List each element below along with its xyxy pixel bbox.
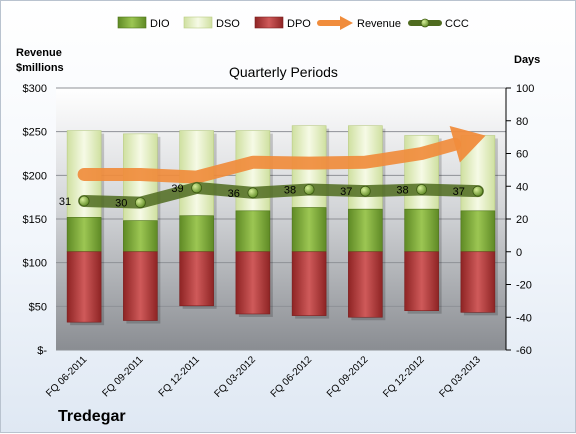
ccc-point: [134, 197, 146, 209]
category-label: FQ 09-2011: [101, 354, 146, 399]
bar-dpo: [179, 251, 214, 307]
category-label: FQ 09-2012: [325, 354, 371, 400]
bar-dpo: [123, 251, 158, 321]
ccc-data-label: 39: [171, 183, 183, 195]
bar-dio: [348, 208, 383, 253]
bar-dio: [404, 208, 439, 253]
left-tick-label: $100: [23, 258, 47, 270]
right-tick-label: -20: [516, 280, 532, 292]
ccc-line: [78, 181, 484, 209]
right-tick-label: 0: [516, 247, 522, 259]
ccc-point: [416, 184, 428, 195]
category-label: FQ 12-2012: [381, 354, 427, 400]
legend-swatch-dso: [183, 16, 213, 29]
right-tick-label: 100: [516, 83, 534, 95]
ccc-data-label: 37: [340, 186, 352, 198]
left-tick-label: $150: [23, 214, 47, 226]
right-axis-title: Days: [514, 54, 540, 66]
legend-label-dso: DSO: [216, 18, 240, 30]
right-tick-label: -60: [516, 345, 532, 357]
right-tick-label: -40: [516, 312, 532, 324]
ccc-data-label: 36: [228, 188, 240, 200]
left-tick-label: $200: [23, 170, 47, 182]
ccc-point: [303, 184, 315, 195]
legend-swatch-dpo: [254, 16, 284, 29]
ccc-data-label: 37: [453, 186, 465, 198]
legend-marker-ccc: [420, 18, 430, 28]
left-axis-title-line2: $millions: [16, 62, 64, 74]
ccc-data-label: 38: [396, 185, 408, 197]
right-tick-label: 80: [516, 116, 528, 128]
left-tick-label: $50: [29, 301, 47, 313]
bar-dpo: [460, 251, 496, 313]
right-tick-label: 40: [516, 181, 528, 193]
bar-dio: [123, 220, 158, 253]
ccc-data-label: 31: [59, 196, 71, 208]
legend-arrowhead-revenue: [340, 16, 353, 30]
ccc-point: [78, 195, 90, 207]
left-axis-title-line1: Revenue: [16, 47, 62, 59]
chart-title: Quarterly Periods: [229, 64, 338, 80]
category-label: FQ 06-2011: [44, 354, 89, 399]
ccc-data-label: 30: [115, 198, 127, 210]
right-tick-label: 20: [516, 214, 528, 226]
ccc-data-label: 38: [284, 185, 296, 197]
category-label: FQ 12-2011: [157, 354, 202, 399]
bar-dio: [460, 210, 496, 253]
category-label: FQ 06-2012: [269, 354, 315, 400]
bar-dio: [66, 217, 102, 253]
bar-dio: [235, 210, 271, 253]
revenue-arrowhead: [449, 125, 486, 163]
category-label: FQ 03-2013: [437, 354, 483, 400]
bar-dpo: [235, 251, 271, 315]
company-name: Tredegar: [58, 408, 126, 425]
ccc-point: [191, 182, 203, 194]
legend-label-ccc: CCC: [445, 18, 469, 30]
bar-dio: [179, 215, 214, 253]
legend-label-dpo: DPO: [287, 18, 311, 30]
legend-label-dio: DIO: [150, 18, 170, 30]
category-label: FQ 03-2012: [212, 354, 258, 400]
left-tick-label: $-: [37, 345, 47, 357]
ccc-point: [472, 185, 484, 197]
ccc-point: [247, 187, 259, 199]
revenue-line: [77, 137, 462, 184]
bar-dpo: [291, 251, 327, 316]
left-tick-label: $300: [23, 83, 47, 95]
ccc-point: [359, 185, 371, 197]
left-tick-label: $250: [23, 127, 47, 139]
legend-swatch-dio: [117, 16, 147, 29]
bar-dpo: [66, 251, 102, 323]
legend-label-revenue: Revenue: [357, 18, 401, 30]
right-tick-label: 60: [516, 149, 528, 161]
bar-dio: [291, 207, 327, 253]
bar-dpo: [404, 251, 439, 312]
bar-dpo: [348, 251, 383, 318]
